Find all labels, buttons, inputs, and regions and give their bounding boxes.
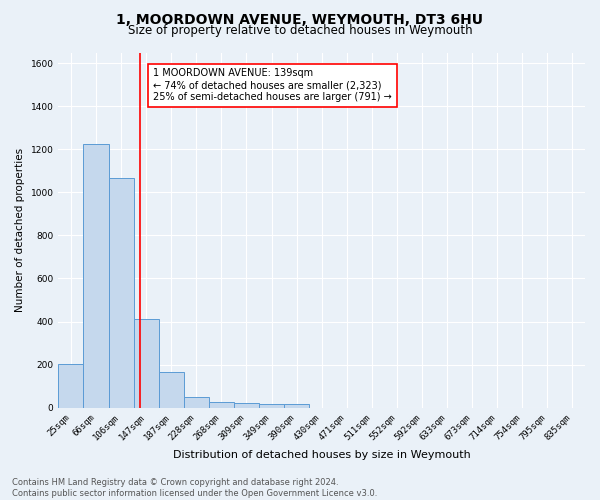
Bar bbox=[109, 178, 134, 408]
Bar bbox=[159, 372, 184, 408]
Text: 1, MOORDOWN AVENUE, WEYMOUTH, DT3 6HU: 1, MOORDOWN AVENUE, WEYMOUTH, DT3 6HU bbox=[116, 12, 484, 26]
Text: Contains HM Land Registry data © Crown copyright and database right 2024.
Contai: Contains HM Land Registry data © Crown c… bbox=[12, 478, 377, 498]
Bar bbox=[234, 404, 259, 407]
Bar bbox=[83, 144, 109, 407]
Bar bbox=[134, 320, 159, 408]
Text: Size of property relative to detached houses in Weymouth: Size of property relative to detached ho… bbox=[128, 24, 472, 37]
Bar bbox=[184, 398, 209, 407]
Text: 1 MOORDOWN AVENUE: 139sqm
← 74% of detached houses are smaller (2,323)
25% of se: 1 MOORDOWN AVENUE: 139sqm ← 74% of detac… bbox=[153, 68, 392, 102]
Bar bbox=[284, 404, 309, 407]
X-axis label: Distribution of detached houses by size in Weymouth: Distribution of detached houses by size … bbox=[173, 450, 470, 460]
Bar bbox=[259, 404, 284, 407]
Bar bbox=[58, 364, 83, 408]
Bar bbox=[209, 402, 234, 407]
Y-axis label: Number of detached properties: Number of detached properties bbox=[15, 148, 25, 312]
